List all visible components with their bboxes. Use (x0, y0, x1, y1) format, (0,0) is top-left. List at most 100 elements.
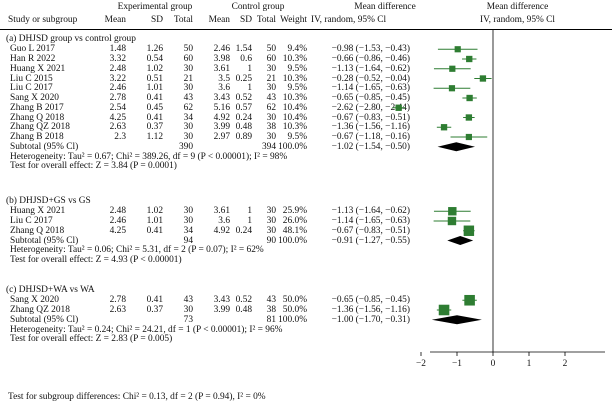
header-experimental-group: Experimental group (117, 2, 193, 12)
exp-mean: 2.78 (109, 295, 126, 306)
ctrl-mean: 5.16 (213, 102, 230, 113)
ctrl-mean: 3.6 (218, 216, 230, 226)
ctrl-sd: 1 (247, 63, 252, 74)
ctrl-total: 30 (266, 83, 276, 94)
ctrl-sd: 0.6 (240, 54, 252, 64)
exp-mean: 2.78 (109, 93, 126, 103)
x-axis-tick-label: 1 (527, 359, 532, 369)
exp-sd: 0.41 (146, 225, 163, 236)
ctrl-mean: 3.98 (213, 54, 230, 64)
subtotal-ctrl-total: 90 (266, 235, 276, 246)
header-ctrl-total: Total (256, 15, 276, 25)
exp-sd: 1.01 (146, 216, 163, 226)
exp-mean: 4.25 (109, 112, 126, 123)
study-weight: 50.0% (282, 295, 307, 306)
ctrl-mean: 2.46 (213, 44, 230, 55)
subgroup-title: (b) DHJSD+GS vs GS (6, 196, 91, 206)
study-weight: 10.3% (282, 54, 307, 64)
study-weight: 10.3% (282, 73, 307, 84)
overall-effect-test: Test for overall effect: Z = 2.83 (P = 0… (10, 334, 173, 345)
header-iv-random: IV, random, 95% Cl (311, 15, 387, 25)
exp-total: 30 (183, 305, 193, 315)
ctrl-total: 30 (266, 206, 276, 217)
effect-marker (465, 133, 472, 141)
effect-marker (440, 124, 448, 131)
study-ci: −0.67 (−1.18, −0.16) (331, 132, 410, 142)
ctrl-total: 62 (266, 102, 276, 113)
ctrl-sd: 1.54 (235, 44, 252, 55)
ctrl-total: 30 (266, 132, 276, 142)
study-name: Zhang QZ 2018 (10, 305, 70, 315)
ctrl-sd: 0.24 (235, 225, 252, 236)
ctrl-sd: 0.57 (235, 102, 252, 113)
effect-marker (463, 225, 475, 236)
study-ci: −1.14 (−1.65, −0.63) (331, 83, 410, 94)
subtotal-label: Subtotal (95% Cl) (10, 314, 79, 325)
exp-mean: 2.46 (109, 216, 126, 226)
exp-mean: 2.48 (109, 63, 126, 74)
effect-marker (447, 216, 457, 226)
exp-sd: 1.12 (146, 132, 163, 142)
exp-sd: 0.41 (146, 93, 163, 103)
exp-total: 30 (183, 83, 193, 94)
study-ci: −1.36 (−1.56, −1.16) (331, 305, 410, 315)
x-axis-tick-label: −1 (452, 359, 462, 369)
study-name: Sang X 2020 (10, 93, 59, 103)
exp-sd: 1.01 (146, 83, 163, 94)
exp-mean: 2.63 (109, 305, 126, 315)
subtotal-ci: −1.02 (−1.54, −0.50) (331, 141, 410, 152)
header-mean-difference: Mean difference (354, 2, 416, 12)
header-mean-difference-plot: Mean difference (486, 2, 549, 12)
study-weight: 10.4% (282, 102, 307, 113)
effect-marker (449, 65, 456, 72)
header-weight: Weight (280, 15, 307, 25)
study-weight: 9.4% (287, 44, 307, 55)
study-name: Sang X 2020 (10, 295, 59, 306)
study-ci: −0.65 (−0.85, −0.45) (331, 93, 410, 103)
effect-marker (466, 55, 473, 63)
header-control-group: Control group (231, 2, 285, 12)
exp-mean: 2.3 (114, 132, 126, 142)
effect-marker (464, 294, 475, 306)
study-name: Liu C 2017 (10, 216, 53, 226)
exp-mean: 3.22 (109, 73, 126, 84)
subtotal-weight: 100.0% (278, 235, 307, 246)
ctrl-sd: 0.48 (235, 122, 252, 133)
effect-marker (438, 304, 450, 316)
ctrl-total: 60 (266, 54, 276, 64)
subtotal-ci: −1.00 (−1.70, −0.31) (331, 314, 410, 325)
ctrl-total: 43 (266, 93, 276, 103)
study-weight: 48.1% (282, 225, 307, 236)
exp-sd: 0.37 (146, 305, 163, 315)
subtotal-weight: 100.0% (278, 314, 307, 325)
exp-mean: 3.32 (109, 54, 126, 64)
ctrl-mean: 3.6 (218, 83, 230, 94)
subtotal-label: Subtotal (95% Cl) (10, 235, 79, 246)
subtotal-label: Subtotal (95% Cl) (10, 141, 79, 152)
ctrl-sd: 1 (247, 206, 252, 217)
ctrl-mean: 3.43 (213, 295, 230, 306)
overall-effect-test: Test for overall effect: Z = 4.93 (P < 0… (10, 255, 182, 265)
ctrl-sd: 0.48 (235, 305, 252, 315)
header-iv-random-plot: IV, random, 95% Cl (479, 15, 556, 25)
study-name: Liu C 2015 (10, 73, 53, 84)
exp-total: 34 (183, 112, 193, 123)
ctrl-mean: 2.97 (213, 132, 230, 142)
exp-total: 62 (183, 102, 193, 113)
study-name: Zhang B 2017 (10, 102, 64, 113)
ctrl-total: 30 (266, 63, 276, 74)
ctrl-mean: 3.5 (218, 73, 230, 84)
exp-total: 21 (183, 73, 193, 84)
study-ci: −1.36 (−1.56, −1.16) (331, 122, 410, 133)
study-ci: −1.13 (−1.64, −0.62) (331, 63, 410, 74)
x-axis-tick-label: 2 (563, 359, 568, 369)
ctrl-sd: 0.25 (235, 73, 252, 84)
ctrl-sd: 0.52 (235, 295, 252, 306)
ctrl-total: 50 (266, 44, 276, 55)
study-weight: 50.0% (282, 305, 307, 315)
header-exp-total: Total (173, 15, 193, 25)
study-ci: −0.67 (−0.83, −0.51) (331, 225, 410, 236)
exp-mean: 1.48 (109, 44, 126, 55)
subtotal-ci: −0.91 (−1.27, −0.55) (331, 235, 410, 246)
